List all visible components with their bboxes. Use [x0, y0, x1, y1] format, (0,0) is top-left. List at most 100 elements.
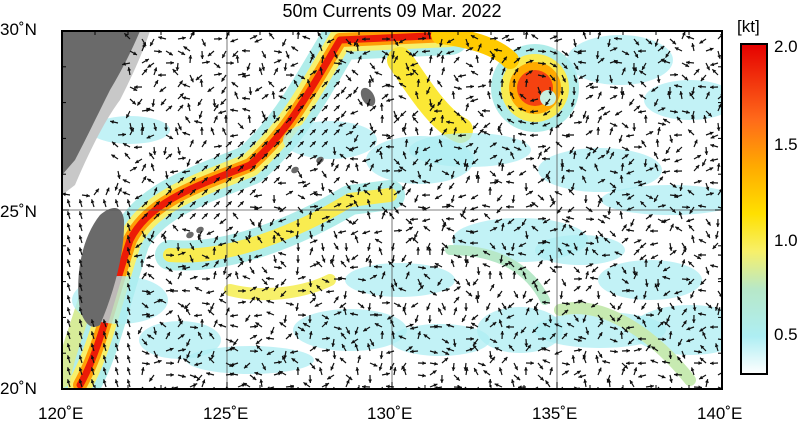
current-arrow [475, 295, 479, 304]
current-arrow [429, 290, 438, 296]
current-arrow [537, 374, 545, 381]
current-arrow [222, 266, 227, 275]
current-arrow [426, 74, 431, 83]
current-arrow [90, 319, 95, 328]
current-arrow [213, 188, 221, 196]
lon-label-120: 120˚E [38, 404, 84, 423]
current-arrow [569, 110, 575, 119]
current-arrow [309, 345, 317, 352]
current-arrow [621, 237, 629, 244]
current-arrow [643, 290, 647, 299]
current-arrow [644, 258, 648, 268]
current-arrow [512, 270, 517, 280]
current-arrow [532, 164, 539, 172]
current-arrow [78, 319, 83, 328]
current-arrow [691, 115, 696, 124]
current-arrow [241, 96, 251, 101]
current-arrow [633, 248, 640, 256]
current-arrow [441, 242, 449, 249]
current-arrow [345, 374, 353, 381]
current-arrow [506, 37, 515, 42]
current-arrow [709, 325, 719, 329]
current-arrow [201, 277, 211, 281]
current-arrow [213, 319, 218, 328]
current-arrow [429, 350, 438, 355]
current-arrow [667, 91, 671, 100]
current-arrow [126, 211, 131, 220]
current-arrow [657, 122, 666, 126]
current-arrow [428, 162, 433, 172]
current-arrow [90, 331, 95, 340]
current-arrow [404, 138, 409, 148]
current-arrow [141, 163, 147, 172]
current-arrow [494, 179, 503, 184]
current-arrow [146, 134, 155, 139]
current-arrow [511, 242, 515, 251]
current-arrow [585, 284, 593, 292]
current-arrow [427, 246, 432, 256]
current-arrow [150, 163, 155, 172]
current-arrow [686, 218, 695, 223]
current-arrow [613, 36, 623, 41]
current-arrow [573, 314, 579, 322]
current-arrow [333, 311, 342, 316]
current-arrow [207, 309, 215, 316]
current-arrow [686, 326, 695, 331]
current-arrow [650, 359, 659, 364]
current-arrow [440, 54, 445, 64]
current-arrow [386, 134, 395, 140]
current-arrow [651, 345, 659, 352]
current-arrow [494, 48, 503, 53]
current-arrow [309, 297, 317, 304]
current-arrow [714, 302, 719, 311]
current-arrow [525, 59, 534, 64]
current-arrow [231, 81, 239, 88]
current-arrow [590, 302, 599, 308]
current-arrow [476, 174, 481, 184]
current-arrow [392, 367, 397, 376]
current-arrow [135, 242, 143, 249]
current-arrow [122, 179, 131, 184]
current-arrow [388, 212, 395, 220]
current-arrow [391, 50, 396, 59]
current-arrow [609, 74, 613, 83]
current-arrow [437, 307, 443, 316]
current-arrow [500, 330, 505, 340]
current-arrow [453, 127, 458, 136]
current-arrow [525, 361, 535, 366]
current-arrow [248, 86, 253, 96]
current-arrow [379, 290, 383, 299]
current-arrow [102, 379, 107, 388]
current-arrow [703, 115, 707, 124]
current-arrow [340, 332, 347, 340]
current-arrow [353, 134, 359, 143]
current-arrow [369, 62, 376, 70]
current-arrow [345, 326, 351, 335]
current-arrow [225, 188, 233, 196]
current-arrow [561, 278, 567, 287]
current-arrow [148, 374, 155, 382]
current-arrow [578, 374, 587, 379]
current-arrow [290, 350, 299, 354]
current-arrow [78, 259, 83, 268]
current-arrow [367, 78, 372, 88]
current-arrow [522, 271, 527, 280]
current-arrow [117, 132, 127, 137]
current-arrow [177, 200, 185, 208]
current-arrow [496, 194, 503, 202]
current-arrow [165, 188, 173, 196]
current-arrow [482, 263, 491, 268]
current-arrow [302, 322, 311, 328]
current-arrow [354, 235, 359, 244]
current-arrow [378, 362, 383, 371]
current-arrow [126, 283, 131, 292]
current-arrow [458, 194, 467, 199]
current-arrow [541, 156, 551, 161]
current-arrow [489, 180, 499, 185]
current-arrow [717, 103, 722, 112]
current-arrow [273, 164, 281, 172]
current-arrow [476, 266, 481, 276]
lat-label-30: 30˚N [0, 20, 37, 39]
current-arrow [225, 61, 235, 65]
current-arrow [350, 338, 359, 344]
